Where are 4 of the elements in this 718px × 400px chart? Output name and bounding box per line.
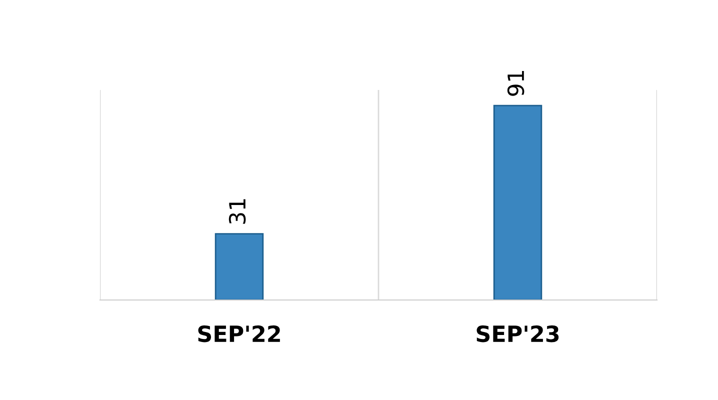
- x-tick-label: SEP'23: [476, 325, 559, 342]
- data-label: 31: [228, 199, 246, 224]
- data-label: 91: [507, 70, 524, 96]
- x-tick-label: SEP'22: [198, 325, 280, 342]
